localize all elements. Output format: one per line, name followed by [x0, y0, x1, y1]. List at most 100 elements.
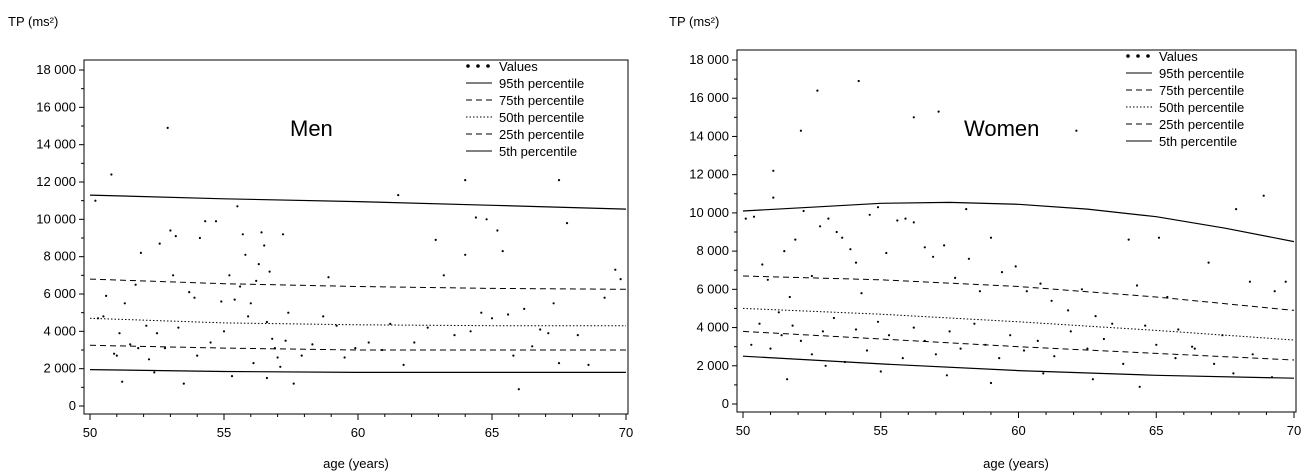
data-point	[241, 233, 244, 236]
data-point	[110, 173, 113, 176]
data-point	[292, 382, 295, 385]
legend-label: 25th percentile	[499, 127, 584, 142]
data-point	[857, 79, 860, 83]
data-point	[744, 217, 747, 220]
data-point	[1177, 328, 1180, 331]
data-point	[367, 341, 370, 344]
series-line	[89, 317, 626, 327]
data-point	[257, 263, 260, 266]
series-line	[89, 369, 626, 373]
panel-label: Men	[290, 116, 333, 141]
data-point	[904, 217, 907, 220]
data-point	[222, 330, 226, 333]
data-point	[772, 169, 775, 172]
data-point	[1042, 372, 1045, 375]
data-point	[1075, 129, 1078, 132]
legend: Values 95th percentile 75th percentile 50th…	[466, 59, 584, 159]
data-point	[614, 268, 617, 271]
data-point	[113, 352, 116, 355]
data-point	[402, 363, 405, 366]
data-point	[263, 244, 266, 247]
data-point	[531, 345, 534, 348]
y-axis: 0 2 000 4 000 6 000 8 000 10 000 12 000 14 000 1…	[36, 62, 84, 413]
data-point	[1080, 288, 1083, 291]
legend-label: 25th percentile	[1159, 117, 1244, 132]
data-point	[772, 196, 775, 199]
data-point	[501, 250, 504, 253]
data-point	[819, 225, 822, 228]
data-point	[523, 307, 526, 310]
data-point	[139, 251, 142, 254]
data-point	[507, 313, 510, 316]
percentile-lines	[89, 194, 627, 373]
data-point	[480, 311, 483, 314]
data-point	[923, 246, 926, 249]
data-point	[343, 356, 346, 359]
data-point	[426, 326, 429, 329]
data-point	[485, 218, 488, 221]
y-tick-label: 0	[722, 396, 729, 411]
data-point	[619, 278, 622, 281]
data-point	[887, 334, 891, 337]
y-tick-label: 4 000	[43, 323, 76, 338]
data-point	[835, 230, 838, 234]
data-point	[1273, 290, 1276, 293]
data-point	[794, 238, 797, 241]
y-axis: 0 2 000 4 000 6 000 8 000 10 000 12 000 14 000 1…	[689, 52, 737, 411]
data-point	[587, 363, 590, 366]
data-point	[413, 341, 416, 344]
data-point	[129, 343, 132, 346]
data-point	[752, 215, 756, 218]
data-point	[137, 347, 140, 350]
data-point	[1022, 349, 1026, 352]
data-point	[204, 220, 207, 223]
data-point	[1174, 357, 1177, 360]
y-tick-label: 2 000	[696, 358, 729, 373]
y-tick-label: 2 000	[43, 361, 76, 376]
data-point	[1144, 324, 1147, 327]
data-point	[169, 229, 172, 232]
data-point	[397, 194, 400, 197]
data-point	[912, 116, 915, 119]
plot-frame	[83, 59, 629, 415]
data-point	[557, 362, 561, 365]
data-point	[490, 317, 494, 320]
data-point	[172, 274, 175, 277]
data-point	[260, 231, 263, 234]
data-point	[945, 374, 949, 377]
data-point	[145, 324, 148, 327]
y-tick-label: 0	[69, 398, 76, 413]
data-point	[121, 380, 124, 383]
data-point	[876, 206, 880, 209]
data-point	[1155, 343, 1158, 346]
legend-label: 50th percentile	[499, 110, 584, 125]
x-tick-label: 60	[351, 425, 365, 440]
y-tick-label: 8 000	[696, 243, 729, 258]
data-point	[214, 220, 218, 223]
legend-label: Values	[499, 59, 538, 74]
data-point	[810, 353, 814, 356]
y-tick-label: 16 000	[36, 99, 76, 114]
percentile-lines	[742, 201, 1295, 379]
legend-marker	[1146, 54, 1150, 58]
data-point	[1039, 282, 1042, 285]
x-tick-label: 60	[1011, 423, 1025, 438]
data-point	[832, 316, 836, 320]
legend-label: 75th percentile	[499, 93, 584, 108]
series-line	[89, 344, 626, 351]
legend-marker	[476, 64, 480, 68]
data-point	[865, 349, 869, 352]
panel-label: Women	[964, 116, 1039, 141]
data-point	[265, 376, 268, 380]
data-point	[1138, 385, 1141, 388]
data-point	[1235, 208, 1238, 211]
data-point	[228, 274, 231, 277]
data-point	[802, 209, 805, 213]
data-point	[1270, 376, 1274, 379]
data-point	[885, 251, 888, 255]
y-tick-label: 12 000	[36, 174, 76, 189]
data-point	[923, 339, 926, 342]
data-point	[177, 326, 180, 329]
data-point	[879, 370, 882, 373]
data-point	[954, 276, 957, 279]
